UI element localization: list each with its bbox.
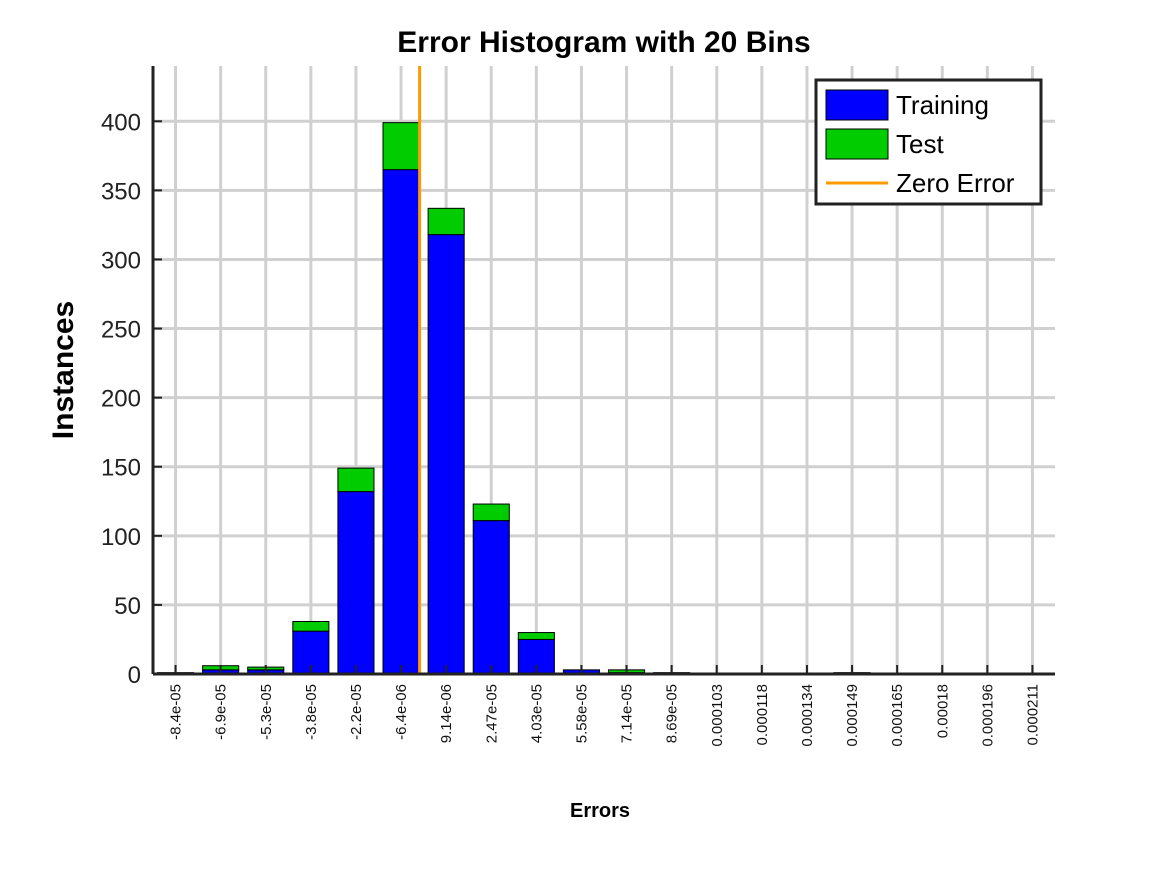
y-tick-label: 150 xyxy=(101,455,141,482)
x-tick-label: 7.14e-05 xyxy=(619,684,636,743)
x-tick-label: 0.000149 xyxy=(844,684,861,747)
y-tick-label: 300 xyxy=(101,247,141,274)
x-tick-label: -6.9e-05 xyxy=(213,684,230,740)
bar-training xyxy=(337,491,375,675)
x-tick-labels: -8.4e-05 -6.9e-05 -5.3e-05 -3.8e-05 -2.2e-05… xyxy=(168,684,1042,747)
x-tick-label: 2.47e-05 xyxy=(483,684,500,743)
bar-training xyxy=(382,169,420,675)
x-tick-label: 8.69e-05 xyxy=(664,684,681,743)
legend-test-swatch xyxy=(825,128,889,160)
x-tick-label: 5.58e-05 xyxy=(573,684,590,743)
legend-zero-error-label: Zero Error xyxy=(896,168,1015,198)
y-tick-label: 400 xyxy=(101,109,141,136)
chart-title: Error Histogram with 20 Bins xyxy=(397,26,810,59)
legend-training-swatch xyxy=(825,89,889,121)
bar-test xyxy=(337,467,375,493)
bar-test xyxy=(517,632,555,640)
x-tick-label: 4.03e-05 xyxy=(528,684,545,743)
legend-training-label: Training xyxy=(896,90,989,120)
bar-test xyxy=(292,620,330,632)
x-tick-label: -6.4e-06 xyxy=(393,684,410,740)
bar-training xyxy=(472,520,510,675)
x-tick-label: 0.000103 xyxy=(709,684,726,747)
bar-test xyxy=(427,207,465,236)
y-tick-label: 100 xyxy=(101,524,141,551)
x-tick-label: -3.8e-05 xyxy=(303,684,320,740)
y-tick-labels: 0 50 100 150 200 250 300 350 400 xyxy=(101,109,141,689)
bar-test xyxy=(382,122,420,171)
y-tick-label: 350 xyxy=(101,178,141,205)
x-tick-label: 0.000196 xyxy=(979,684,996,747)
x-tick-label: -8.4e-05 xyxy=(168,684,185,740)
x-tick-label: 0.000211 xyxy=(1024,684,1041,745)
bar-test xyxy=(472,503,510,522)
y-axis-label: Instances xyxy=(47,301,80,439)
y-tick-label: 50 xyxy=(114,593,141,620)
y-tick-label: 250 xyxy=(101,317,141,344)
legend-test-label: Test xyxy=(896,129,944,159)
x-tick-label: 0.000165 xyxy=(889,684,906,747)
grid-lines xyxy=(153,66,1055,674)
y-tick-label: 0 xyxy=(128,662,141,689)
x-tick-label: 0.00018 xyxy=(934,684,951,738)
y-tick-label: 200 xyxy=(101,386,141,413)
x-tick-label: -2.2e-05 xyxy=(348,684,365,740)
x-axis-label: Errors xyxy=(570,800,630,822)
x-tick-label: 9.14e-06 xyxy=(438,684,455,743)
legend: Training Test Zero Error xyxy=(814,78,1043,206)
x-tick-label: -5.3e-05 xyxy=(258,684,275,740)
x-tick-label: 0.000118 xyxy=(754,684,771,745)
axes xyxy=(151,66,1055,676)
bar-training xyxy=(427,234,465,675)
x-tick-label: 0.000134 xyxy=(799,684,816,747)
